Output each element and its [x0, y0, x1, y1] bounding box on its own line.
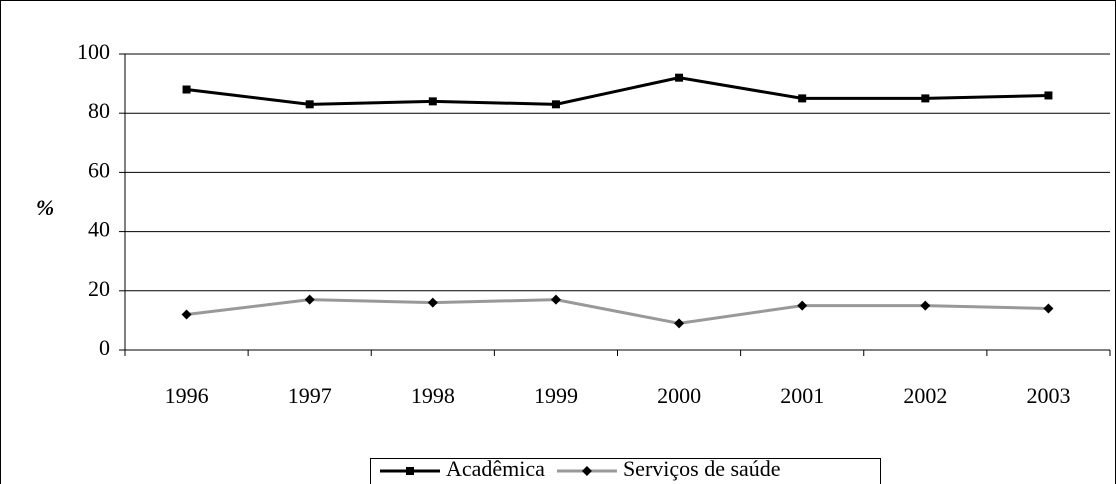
x-tick-label: 1999 — [534, 383, 578, 408]
marker — [551, 100, 560, 109]
marker — [798, 94, 807, 103]
marker — [550, 294, 561, 305]
x-tick-label: 2002 — [903, 383, 947, 408]
marker — [428, 97, 437, 106]
y-tick-label: 80 — [88, 98, 110, 123]
marker — [797, 300, 808, 311]
x-tick-label: 2003 — [1026, 383, 1070, 408]
series-line — [186, 76, 1049, 106]
y-tick-label: 20 — [88, 276, 110, 301]
marker — [1043, 303, 1054, 314]
marker — [304, 294, 315, 305]
y-tick-label: 100 — [77, 39, 110, 64]
marker — [921, 94, 930, 103]
y-tick-label: 40 — [88, 217, 110, 242]
series-line — [186, 298, 1049, 325]
legend-label: Serviços de saúde — [623, 456, 781, 481]
marker — [581, 466, 592, 476]
y-tick-label: 0 — [99, 335, 110, 360]
y-tick-label: 60 — [88, 157, 110, 182]
x-tick-label: 1996 — [165, 383, 209, 408]
x-tick-label: 2001 — [780, 383, 824, 408]
marker — [1044, 91, 1053, 100]
marker — [675, 73, 684, 82]
x-tick-label: 2000 — [657, 383, 701, 408]
legend-box — [370, 458, 881, 484]
marker — [182, 85, 191, 94]
marker — [406, 467, 414, 475]
x-tick-label: 1998 — [411, 383, 455, 408]
marker — [181, 309, 192, 320]
x-tick-label: 1997 — [288, 383, 332, 408]
y-axis-label: % — [36, 195, 54, 220]
marker — [674, 318, 685, 329]
marker — [920, 300, 931, 311]
legend-label: Acadêmica — [446, 456, 545, 481]
marker — [427, 297, 438, 308]
marker — [305, 100, 314, 109]
